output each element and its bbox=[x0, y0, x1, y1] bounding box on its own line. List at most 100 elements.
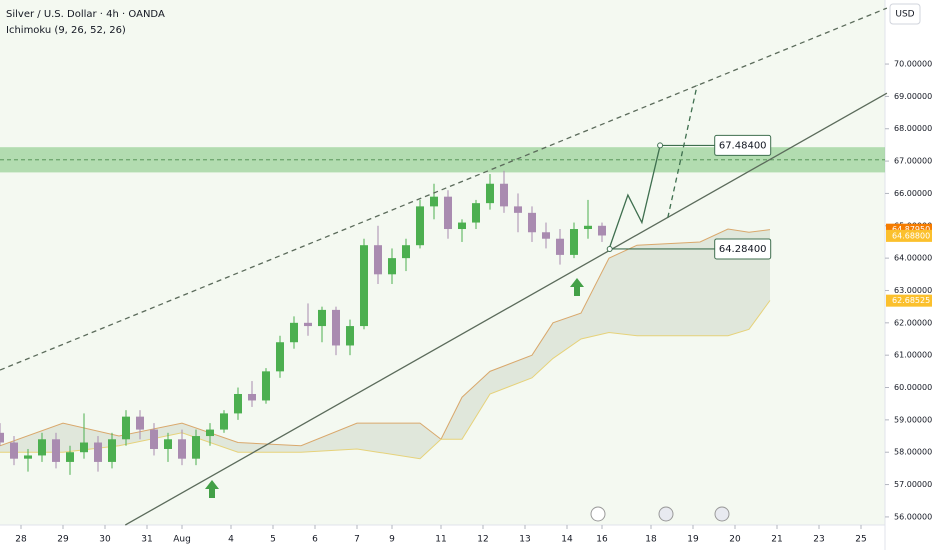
price-label-box bbox=[886, 294, 932, 307]
event-icon[interactable] bbox=[590, 506, 606, 522]
candle-body bbox=[471, 203, 480, 223]
x-tick-label: 31 bbox=[141, 535, 152, 545]
candle-body bbox=[569, 229, 578, 255]
candle-body bbox=[317, 309, 326, 327]
x-tick-label: 20 bbox=[729, 535, 741, 545]
candle-body bbox=[9, 442, 18, 459]
y-tick-label: 56.00000 bbox=[894, 512, 932, 521]
y-tick-label: 66.00000 bbox=[894, 189, 932, 198]
x-tick-label: 5 bbox=[270, 535, 276, 545]
level-label-box bbox=[714, 134, 772, 156]
y-tick-label: 70.00000 bbox=[894, 60, 932, 69]
currency[interactable]: USD bbox=[895, 10, 914, 20]
candle-body bbox=[513, 206, 522, 213]
candle-body bbox=[373, 245, 382, 275]
x-tick-label: 14 bbox=[561, 535, 573, 545]
cloud-span bbox=[0, 300, 771, 460]
price-label: 64.87950 bbox=[892, 225, 930, 234]
candle-body bbox=[0, 432, 4, 443]
x-tick-label: 13 bbox=[519, 535, 530, 545]
y-tick-label: 61.00000 bbox=[894, 351, 932, 360]
candle-body bbox=[359, 245, 368, 327]
candle-body bbox=[23, 455, 32, 459]
candle-body bbox=[121, 416, 130, 440]
indicator-label: Ichimoku (9, 26, 52, 26) bbox=[6, 25, 126, 36]
x-tick-label: 11 bbox=[435, 535, 446, 545]
candle-body bbox=[247, 393, 256, 401]
x-tick-label: 6 bbox=[312, 535, 318, 545]
x-tick-label: 25 bbox=[855, 535, 866, 545]
candle-body bbox=[37, 439, 46, 456]
candle-body bbox=[107, 439, 116, 462]
y-tick-label: 67.00000 bbox=[894, 157, 932, 166]
x-tick-label: 21 bbox=[771, 535, 782, 545]
y-tick-label: 63.00000 bbox=[894, 286, 932, 295]
level-label: 67.48400 bbox=[719, 140, 767, 151]
price-label-box bbox=[886, 229, 932, 242]
trend-line bbox=[124, 92, 888, 526]
candle-body bbox=[79, 442, 88, 453]
currency-box[interactable] bbox=[889, 3, 921, 25]
x-tick-label: Aug bbox=[173, 535, 191, 545]
candle-body bbox=[597, 225, 606, 236]
trend-line bbox=[0, 7, 888, 371]
cloud-fill bbox=[0, 229, 770, 459]
candle-body bbox=[387, 258, 396, 275]
level-label-box bbox=[714, 238, 772, 260]
y-tick-label: 68.00000 bbox=[894, 124, 932, 133]
candle-body bbox=[527, 212, 536, 233]
candle-body bbox=[191, 436, 200, 459]
chart-title: Silver / U.S. Dollar · 4h · OANDA bbox=[6, 9, 165, 20]
level-point bbox=[657, 142, 664, 149]
trend-line bbox=[609, 145, 661, 248]
x-tick-label: 16 bbox=[596, 535, 608, 545]
candle-body bbox=[135, 416, 144, 430]
x-tick-label: 19 bbox=[687, 535, 699, 545]
x-tick-label: 12 bbox=[477, 535, 488, 545]
arrow-up bbox=[570, 278, 584, 296]
candle-body bbox=[401, 245, 410, 259]
y-tick-label: 57.00000 bbox=[894, 480, 932, 489]
level-point bbox=[606, 245, 613, 252]
candle-body bbox=[443, 196, 452, 230]
cloud-span bbox=[0, 228, 771, 447]
trend-line bbox=[667, 84, 698, 218]
candle-body bbox=[177, 439, 186, 459]
event-icon[interactable] bbox=[658, 506, 674, 522]
x-tick-label: 7 bbox=[354, 535, 360, 545]
price-label: 62.68525 bbox=[892, 296, 930, 305]
y-tick-label: 59.00000 bbox=[894, 415, 932, 424]
x-tick-label: 28 bbox=[15, 535, 27, 545]
x-tick-label: 30 bbox=[99, 535, 111, 545]
candle-body bbox=[429, 196, 438, 207]
arrow-up bbox=[205, 480, 219, 498]
price-label: 64.68800 bbox=[892, 231, 930, 240]
candle-body bbox=[219, 413, 228, 430]
candle-body bbox=[65, 452, 74, 462]
candle-body bbox=[583, 225, 592, 230]
candle-body bbox=[93, 442, 102, 462]
candle-body bbox=[163, 439, 172, 449]
level-label: 64.28400 bbox=[719, 244, 767, 255]
plot-bg bbox=[0, 0, 885, 525]
candle-body bbox=[415, 206, 424, 246]
y-tick-label: 58.00000 bbox=[894, 448, 932, 457]
candle-body bbox=[541, 232, 550, 239]
candle-body bbox=[345, 326, 354, 346]
y-tick-label: 64.00000 bbox=[894, 254, 932, 263]
candle-body bbox=[303, 322, 312, 327]
candle-body bbox=[457, 222, 466, 230]
candle-body bbox=[261, 371, 270, 401]
candle-body bbox=[485, 183, 494, 204]
x-tick-label: 23 bbox=[813, 535, 824, 545]
y-tick-label: 62.00000 bbox=[894, 318, 932, 327]
candle-body bbox=[289, 322, 298, 343]
x-tick-label: 29 bbox=[57, 535, 69, 545]
event-icon[interactable] bbox=[714, 506, 730, 522]
candle-body bbox=[233, 393, 242, 414]
y-tick-label: 60.00000 bbox=[894, 383, 932, 392]
candle-body bbox=[51, 439, 60, 462]
candle-body bbox=[275, 342, 284, 372]
candle-body bbox=[499, 183, 508, 207]
